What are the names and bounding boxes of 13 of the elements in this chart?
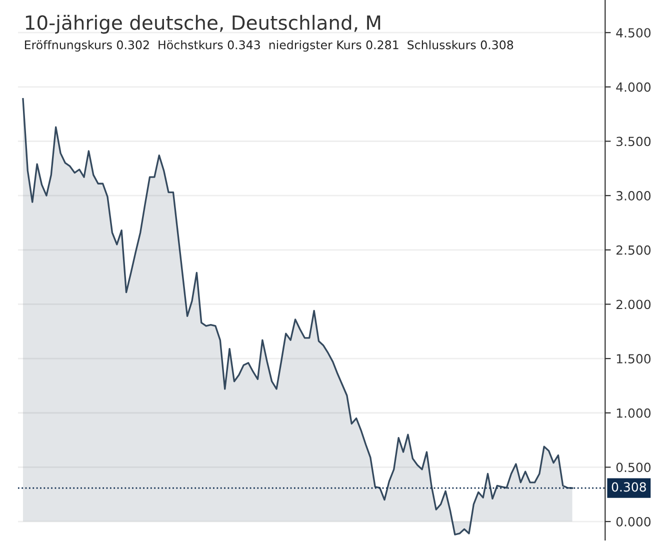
text: 10-jährige deutsche, Deutschland, M — [26, 14, 380, 34]
y-tick-label: 0.500 — [616, 462, 651, 472]
y-tick-label: 1.000 — [616, 408, 651, 418]
y-tick-label: 4.500 — [616, 28, 651, 38]
y-tick-label: 3.500 — [616, 136, 651, 146]
y-tick-label: 2.500 — [616, 245, 651, 255]
y-tick-label: 1.500 — [616, 354, 651, 364]
text: Eröffnungskurs 0.302 Höchstkurs 0.343 niedrigster Kurs 0.281 Schlusskurs 0.308 — [24, 40, 514, 52]
y-tick-label: 2.000 — [616, 300, 651, 310]
y-tick-label: 4.000 — [616, 82, 651, 92]
y-tick-label: 3.000 — [616, 191, 651, 200]
y-tick-label: 0.000 — [616, 517, 651, 526]
ref-line-label: 0.308 — [612, 482, 646, 492]
